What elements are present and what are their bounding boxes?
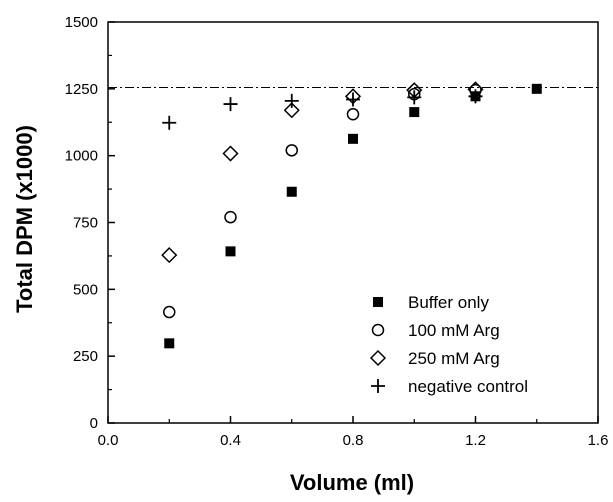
- y-tick-label: 1500: [65, 14, 98, 31]
- y-tick-label: 1250: [65, 81, 98, 98]
- x-axis-title: Volume (ml): [290, 470, 414, 495]
- legend-item: negative control: [371, 377, 528, 396]
- data-point: [346, 92, 360, 107]
- legend-marker: [371, 323, 385, 337]
- x-tick-label: 0.4: [220, 432, 241, 449]
- legend: Buffer only 100 mM Arg 250 mM Arg negative …: [369, 293, 528, 396]
- data-point: [531, 83, 542, 94]
- x-tick-label: 0.8: [343, 432, 364, 449]
- plot-frame: [107, 21, 599, 424]
- y-tick-label: 500: [73, 281, 98, 298]
- legend-label: 100 mM Arg: [408, 321, 500, 340]
- legend-marker: [369, 349, 387, 367]
- legend-item: Buffer only: [373, 293, 489, 312]
- x-tick-label: 0.0: [98, 432, 119, 449]
- data-point: [284, 93, 299, 108]
- y-tick-label: 250: [73, 348, 98, 365]
- data-point: [407, 90, 422, 105]
- legend-marker: [371, 379, 385, 393]
- data-point: [283, 102, 300, 119]
- data-point: [468, 89, 483, 104]
- legend-item: 100 mM Arg: [371, 321, 500, 340]
- series-2: [161, 81, 484, 264]
- legend-marker: [373, 297, 383, 307]
- series-1: [163, 83, 482, 319]
- series-3: [162, 89, 483, 130]
- y-axis-title: Total DPM (x1000): [12, 125, 37, 313]
- legend-label: 250 mM Arg: [408, 349, 500, 368]
- data-point: [164, 338, 175, 349]
- data-point: [346, 107, 360, 121]
- y-tick-label: 1000: [65, 148, 98, 165]
- data-point: [225, 246, 236, 257]
- y-tick-label: 0: [90, 415, 98, 432]
- plot-border: [107, 21, 599, 424]
- data-point: [348, 133, 358, 144]
- data-point: [222, 145, 239, 162]
- data-point: [163, 305, 176, 319]
- data-point: [223, 97, 238, 112]
- legend-label: Buffer only: [408, 293, 489, 312]
- x-tick-label: 1.6: [588, 432, 609, 449]
- x-tick-label: 1.2: [465, 432, 486, 449]
- marks-layer: [161, 81, 542, 349]
- data-point: [286, 186, 297, 197]
- data-point: [285, 144, 298, 157]
- data-point: [161, 247, 178, 264]
- data-point: [409, 107, 420, 118]
- legend-item: 250 mM Arg: [369, 349, 500, 368]
- y-tick-label: 750: [73, 215, 98, 232]
- legend-label: negative control: [408, 377, 528, 396]
- ticks-layer: 0.0 0.4 0.8 1.2 1.6 0 250 500 750 1000 1250 1500: [65, 14, 609, 449]
- data-point: [224, 210, 237, 224]
- data-point: [162, 115, 177, 130]
